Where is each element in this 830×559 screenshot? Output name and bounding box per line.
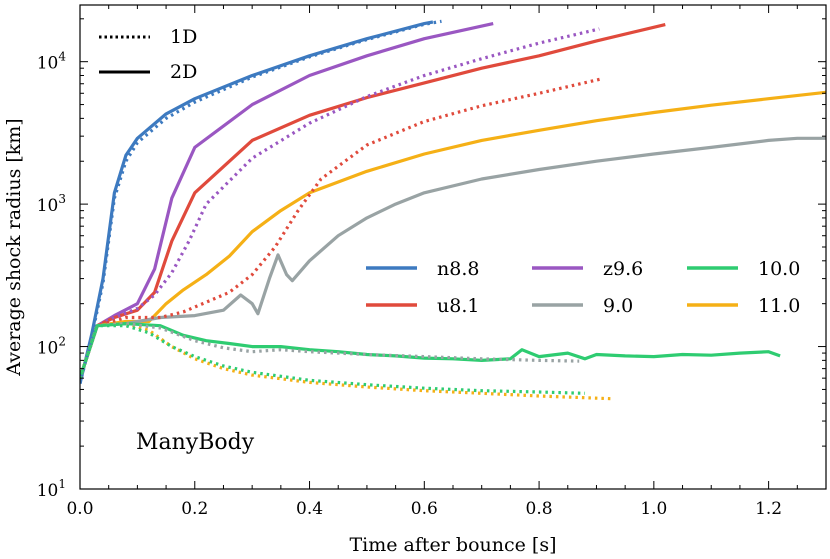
style-legend-label-1d: 1D <box>170 26 197 48</box>
series-layer <box>80 19 826 401</box>
y-tick-label: 104 <box>37 50 67 74</box>
series-9.0-1d <box>80 322 580 379</box>
series-10.0-2d <box>80 322 781 379</box>
series-u8.1-2d <box>80 23 666 379</box>
x-tick-label: 0.2 <box>181 499 208 519</box>
legend-label-u8.1: u8.1 <box>437 295 479 317</box>
y-axis-title: Average shock radius [km] <box>3 118 25 376</box>
series-z9.6-1d <box>80 27 600 379</box>
x-axis-title: Time after bounce [s] <box>350 534 557 556</box>
legend-label-n8.8: n8.8 <box>437 258 479 280</box>
series-11.0-2d <box>80 90 826 379</box>
legend-label-10.0: 10.0 <box>758 258 800 280</box>
legend-label-z9.6: z9.6 <box>603 258 643 280</box>
x-tick-label: 0.8 <box>526 499 553 519</box>
style-legend-label-2d: 2D <box>170 61 197 83</box>
x-tick-label: 0.0 <box>66 499 93 519</box>
series-9.0-2d <box>80 136 826 379</box>
model-legend: n8.8 u8.1 z9.6 9.0 10.0 11.0 <box>366 258 800 317</box>
style-legend: 1D 2D <box>99 26 197 83</box>
y-tick-label: 103 <box>37 192 66 216</box>
series-11.0-1d <box>80 322 614 401</box>
y-tick-label: 102 <box>37 335 66 359</box>
annotation-manybody: ManyBody <box>136 430 255 455</box>
x-tick-label: 1.2 <box>755 499 782 519</box>
x-tick-label: 0.6 <box>411 499 438 519</box>
series-n8.8-1d <box>80 19 442 384</box>
series-n8.8-2d <box>80 20 434 384</box>
legend-label-9.0: 9.0 <box>603 295 633 317</box>
legend-label-11.0: 11.0 <box>758 295 800 317</box>
x-tick-label: 0.4 <box>296 499 323 519</box>
y-tick-label: 101 <box>37 477 66 501</box>
series-u8.1-1d <box>80 77 603 379</box>
x-tick-label: 1.0 <box>640 499 667 519</box>
